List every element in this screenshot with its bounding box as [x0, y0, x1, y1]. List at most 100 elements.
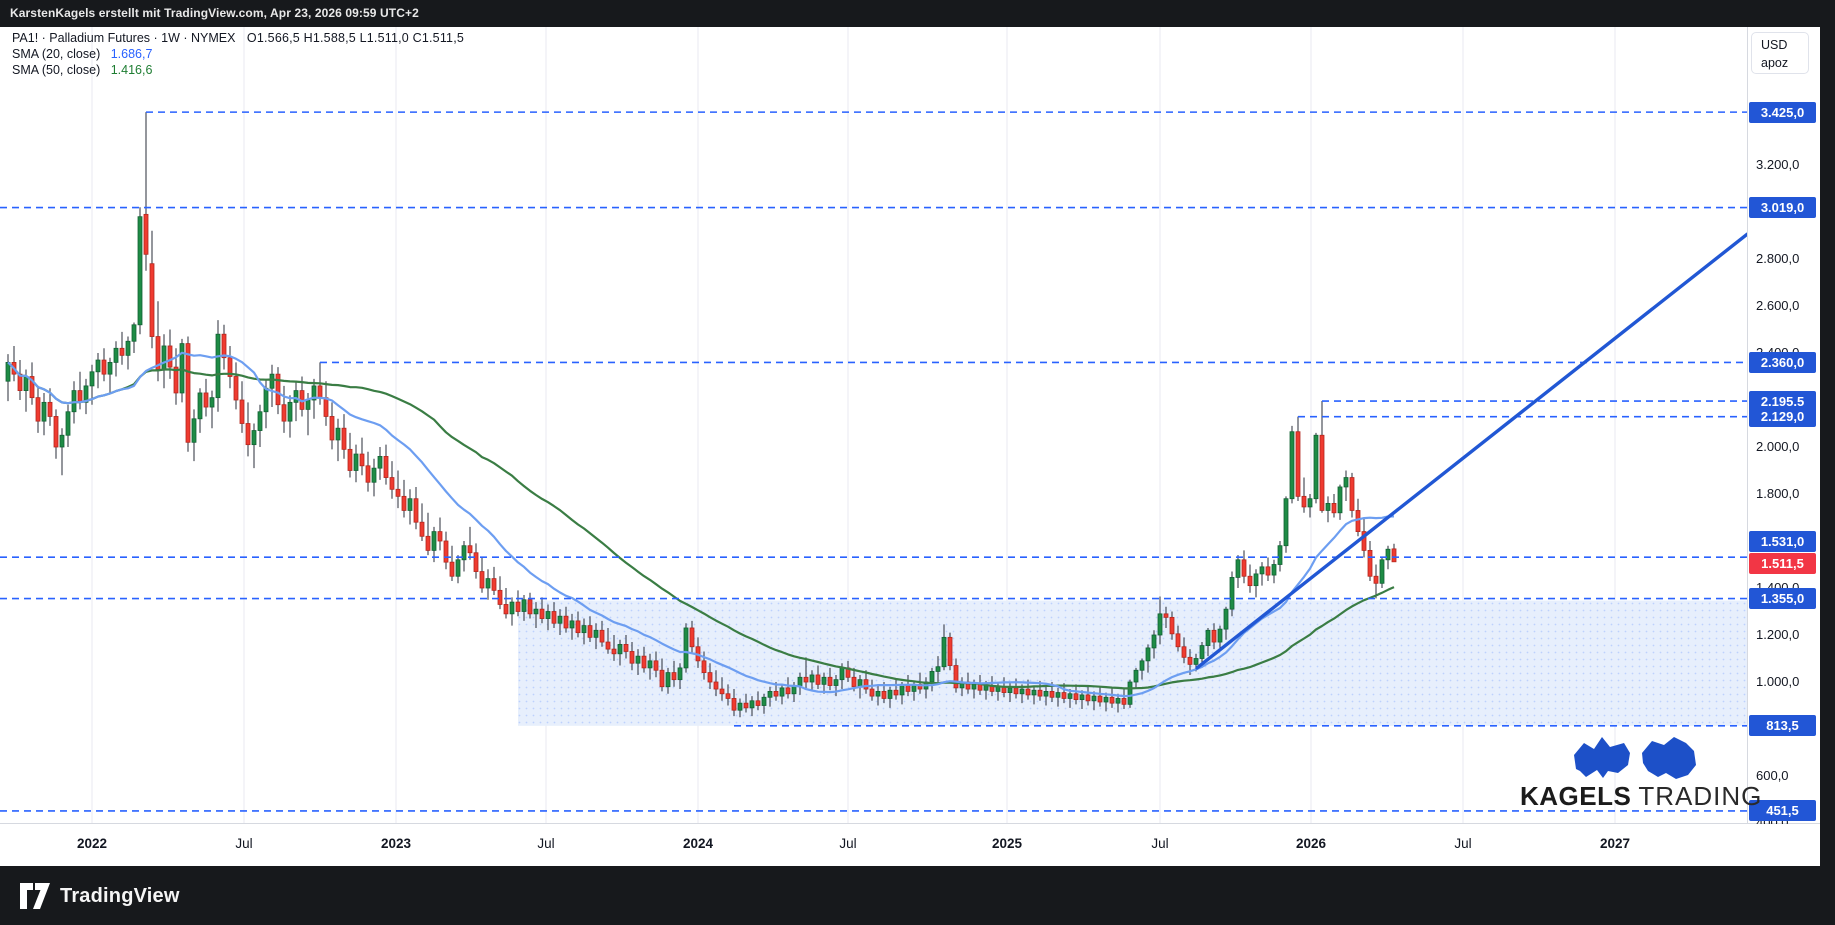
candle-up [1205, 629, 1211, 646]
price-axis[interactable]: USD apoz 3.200,02.800,02.600,02.400,02.0… [1748, 27, 1820, 830]
candle-down [1097, 695, 1103, 703]
tradingview-brand-link[interactable]: TradingView [20, 882, 180, 910]
candle-down [227, 357, 233, 377]
kagels-wordmark: KAGELS TRADING [1520, 781, 1761, 812]
candle-up [1271, 564, 1277, 576]
price-plot-area[interactable] [0, 27, 1749, 823]
candle-down [587, 625, 593, 638]
candle-up [125, 340, 131, 356]
candle-down [1175, 633, 1181, 648]
candle-down [1355, 510, 1361, 533]
candle-down [1361, 531, 1367, 551]
price-axis-tick: 2.600,0 [1756, 298, 1800, 313]
price-unit-measure: apoz [1761, 56, 1789, 70]
candle-down [53, 416, 59, 448]
candle-down [527, 599, 533, 615]
candle-down [365, 465, 371, 483]
candle-up [797, 676, 803, 686]
candle-up [1277, 545, 1283, 565]
candle-up [113, 347, 119, 363]
candle-down [275, 373, 281, 406]
indicator-row-sma20[interactable]: SMA (20, close) 1.686,7 [12, 47, 464, 62]
candle-down [29, 376, 35, 399]
candle-down [143, 213, 149, 255]
candle-down [803, 676, 809, 683]
chart-canvas[interactable]: PA1! · Palladium Futures · 1W · NYMEX O1… [0, 27, 1820, 866]
candle-down [629, 651, 635, 664]
candle-down [401, 495, 407, 511]
candle-down [701, 660, 707, 673]
candlestick-chart[interactable] [0, 27, 1749, 823]
candle-down [221, 333, 227, 359]
time-axis[interactable]: 2022 Jul 2023 Jul 2024 Jul 2025 Jul 2026 Jul 2027 [0, 824, 1820, 866]
candle-up [269, 373, 275, 389]
candle-up [1289, 431, 1295, 500]
candle-up [1007, 687, 1013, 693]
candle-up [407, 498, 413, 511]
candle-up [335, 427, 341, 441]
candle-up [839, 667, 845, 681]
candle-up [935, 666, 941, 672]
candle-up [809, 674, 815, 683]
candle-up [263, 387, 269, 413]
indicator-row-sma50[interactable]: SMA (50, close) 1.416,6 [12, 63, 464, 78]
price-level-badge: 1.355,0 [1749, 588, 1816, 610]
candle-up [377, 455, 383, 469]
kagels-trading-watermark: KAGELS TRADING [1520, 733, 1761, 821]
price-axis-tick: 3.200,0 [1756, 157, 1800, 172]
candle-down [119, 347, 125, 356]
attribution-text: KarstenKagels erstellt mit TradingView.c… [10, 6, 419, 20]
candle-up [1115, 698, 1121, 704]
candle-down [395, 488, 401, 497]
candle-up [257, 411, 263, 431]
price-level-badge: 3.019,0 [1749, 197, 1816, 219]
candle-up [683, 627, 689, 669]
candle-down [77, 390, 83, 403]
candle-down [239, 399, 245, 424]
candle-down [755, 700, 761, 706]
candle-down [1037, 689, 1043, 697]
candle-up [545, 611, 551, 619]
candle-up [665, 672, 671, 688]
candle-down [623, 644, 629, 652]
time-axis-label: 2022 [76, 836, 108, 851]
candle-up [1235, 559, 1241, 578]
candle-up [875, 691, 881, 697]
candle-up [41, 401, 47, 422]
candle-down [1163, 613, 1169, 618]
candle-down [869, 688, 875, 697]
candle-up [1307, 498, 1313, 508]
candle-up [779, 687, 785, 697]
candle-up [371, 467, 377, 483]
candle-up [131, 324, 137, 342]
candle-up [455, 559, 461, 577]
candle-up [1079, 694, 1085, 701]
candle-down [185, 343, 191, 443]
candle-up [749, 700, 755, 709]
candle-down [1181, 646, 1187, 658]
attribution-bar: KarstenKagels erstellt mit TradingView.c… [0, 0, 1835, 27]
candle-down [389, 477, 395, 490]
candle-down [1025, 688, 1031, 696]
candle-up [761, 696, 767, 706]
candle-up [353, 453, 359, 471]
candle-up [59, 434, 65, 448]
candle-down [539, 608, 545, 619]
candle-down [1367, 550, 1373, 577]
candle-up [1193, 658, 1199, 665]
candle-down [1109, 696, 1115, 704]
candle-up [557, 615, 563, 624]
candle-up [1031, 689, 1037, 696]
candle-up [1223, 608, 1229, 630]
candle-up [833, 679, 839, 686]
candle-down [317, 385, 323, 399]
candle-up [1043, 691, 1049, 697]
sma20-label: SMA (20, close) [12, 47, 101, 61]
candle-down [641, 655, 647, 669]
bear-icon [1642, 737, 1696, 779]
candle-up [1343, 477, 1349, 488]
candle-down [731, 698, 737, 711]
symbol-title[interactable]: PA1! · Palladium Futures · 1W · NYMEX [12, 31, 236, 45]
sma20-value: 1.686,7 [110, 47, 153, 61]
candle-down [503, 604, 509, 615]
